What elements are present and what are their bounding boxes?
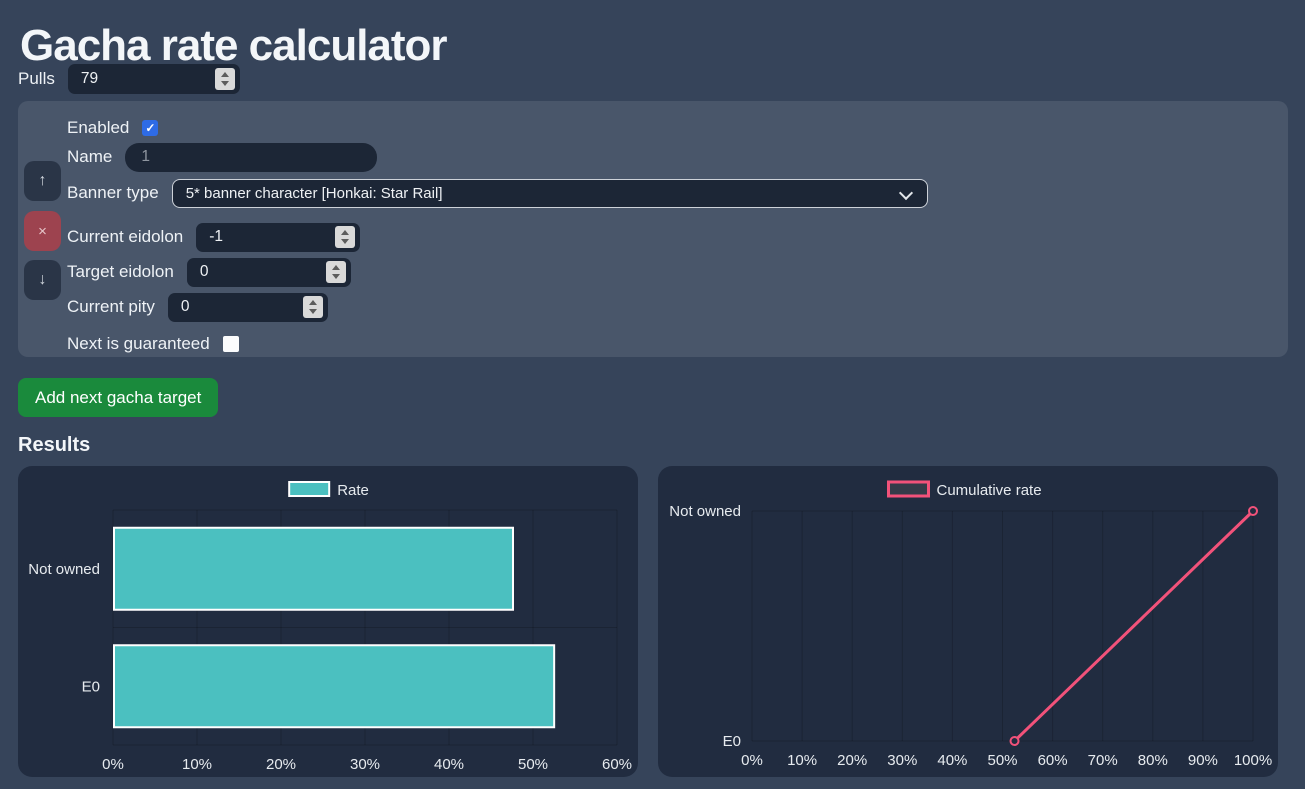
svg-text:0%: 0% (741, 752, 763, 769)
svg-text:10%: 10% (787, 752, 817, 769)
move-down-button[interactable]: ↓ (24, 260, 61, 300)
enabled-checkbox[interactable]: ✓ (142, 120, 159, 136)
spinner-up-icon (331, 265, 340, 270)
banner-type-selected-value: 5* banner character [Honkai: Star Rail] (185, 184, 443, 202)
svg-text:50%: 50% (518, 756, 548, 773)
current-eidolon-label: Current eidolon (67, 227, 184, 246)
current-pity-field-wrap (167, 292, 328, 322)
spinner-up-icon (341, 230, 350, 235)
current-eidolon-spinner[interactable] (335, 226, 356, 248)
pulls-spinner[interactable] (214, 68, 235, 90)
next-guaranteed-checkbox[interactable] (222, 336, 239, 352)
banner-type-row: Banner type 5* banner character [Honkai:… (67, 178, 928, 208)
cumulative-chart-canvas[interactable]: 0% 10% 20% 30% 40% 50% 60% 70% 80% 90% 100% Not own… (658, 466, 1278, 782)
chevron-down-icon (898, 185, 913, 200)
rate-chart-canvas[interactable]: 0% 10% 20% 30% 40% 50% 60% Not owned E0 Rate (18, 466, 638, 782)
svg-text:50%: 50% (987, 752, 1017, 769)
svg-text:E0: E0 (723, 733, 741, 750)
move-up-button[interactable]: ↑ (24, 161, 61, 201)
current-pity-input[interactable] (167, 292, 328, 322)
svg-text:Cumulative rate: Cumulative rate (937, 482, 1042, 499)
svg-text:E0: E0 (82, 678, 100, 695)
svg-text:0%: 0% (102, 756, 124, 773)
pulls-label: Pulls (18, 69, 55, 88)
chart-legend[interactable]: Cumulative rate (887, 480, 1042, 499)
spinner-up-icon (220, 72, 229, 77)
svg-text:Not owned: Not owned (669, 503, 741, 520)
target-eidolon-field-wrap (186, 257, 351, 287)
svg-text:70%: 70% (1088, 752, 1118, 769)
remove-target-button[interactable]: × (24, 211, 61, 251)
pulls-input[interactable] (67, 64, 240, 94)
close-icon: × (38, 222, 47, 240)
current-eidolon-input[interactable] (196, 222, 361, 252)
svg-text:60%: 60% (602, 756, 632, 773)
add-gacha-target-button[interactable]: Add next gacha target (18, 378, 219, 417)
svg-text:60%: 60% (1038, 752, 1068, 769)
rate-chart-card: 0% 10% 20% 30% 40% 50% 60% Not owned E0 Rate (18, 466, 638, 777)
banner-type-select[interactable]: 5* banner character [Honkai: Star Rail] (171, 178, 928, 208)
data-point-marker (1009, 736, 1020, 746)
target-eidolon-row: Target eidolon (67, 257, 351, 287)
current-pity-label: Current pity (67, 297, 155, 316)
svg-text:Not owned: Not owned (28, 561, 100, 578)
target-eidolon-input[interactable] (186, 257, 351, 287)
next-guaranteed-label: Next is guaranteed (67, 334, 210, 353)
results-heading: Results (18, 434, 91, 456)
svg-text:100%: 100% (1234, 752, 1272, 769)
enabled-row: Enabled ✓ (67, 113, 159, 143)
spinner-down-icon (331, 274, 340, 279)
spinner-down-icon (220, 81, 229, 86)
svg-text:20%: 20% (837, 752, 867, 769)
page-title: Gacha rate calculator (20, 21, 448, 71)
svg-text:80%: 80% (1138, 752, 1168, 769)
current-eidolon-field-wrap (196, 222, 361, 252)
svg-text:90%: 90% (1188, 752, 1218, 769)
svg-text:10%: 10% (182, 756, 212, 773)
spinner-down-icon (308, 309, 317, 314)
svg-text:30%: 30% (887, 752, 917, 769)
name-field-wrap (125, 142, 378, 172)
target-eidolon-spinner[interactable] (325, 261, 346, 283)
rate-bars (113, 526, 556, 729)
svg-text:20%: 20% (266, 756, 296, 773)
pulls-field-wrap (67, 64, 240, 94)
rate-bar-chart[interactable]: 0% 10% 20% 30% 40% 50% 60% Not owned E0 Rate (18, 466, 638, 777)
target-eidolon-label: Target eidolon (67, 262, 174, 281)
pulls-row: Pulls (18, 64, 240, 94)
next-guaranteed-row: Next is guaranteed (67, 329, 239, 359)
gacha-target-panel: ↑ × ↓ Enabled ✓ Name Banner type 5* bann… (18, 101, 1288, 357)
chart-legend[interactable]: Rate (288, 481, 369, 499)
svg-text:40%: 40% (434, 756, 464, 773)
data-point-marker (1248, 506, 1258, 516)
arrow-down-icon: ↓ (38, 271, 47, 288)
svg-text:Rate: Rate (337, 482, 369, 499)
current-pity-row: Current pity (67, 292, 328, 322)
current-eidolon-row: Current eidolon (67, 222, 361, 252)
name-input[interactable] (125, 142, 378, 172)
spinner-up-icon (308, 300, 317, 305)
current-pity-spinner[interactable] (302, 296, 323, 318)
enabled-label: Enabled (67, 118, 130, 137)
name-row: Name (67, 142, 378, 172)
spinner-down-icon (341, 239, 350, 244)
name-label: Name (67, 147, 113, 166)
grid-lines (751, 510, 1254, 742)
svg-text:30%: 30% (350, 756, 380, 773)
arrow-up-icon: ↑ (38, 172, 47, 189)
cumulative-line-series (1009, 506, 1258, 746)
banner-type-label: Banner type (67, 183, 159, 202)
cumulative-line-chart[interactable]: 0% 10% 20% 30% 40% 50% 60% 70% 80% 90% 100% Not own… (658, 466, 1278, 777)
rate-bar (113, 644, 556, 729)
rate-bar (113, 526, 514, 611)
svg-text:40%: 40% (937, 752, 967, 769)
cumulative-rate-chart-card: 0% 10% 20% 30% 40% 50% 60% 70% 80% 90% 100% Not own… (658, 466, 1278, 777)
check-icon: ✓ (145, 121, 156, 135)
